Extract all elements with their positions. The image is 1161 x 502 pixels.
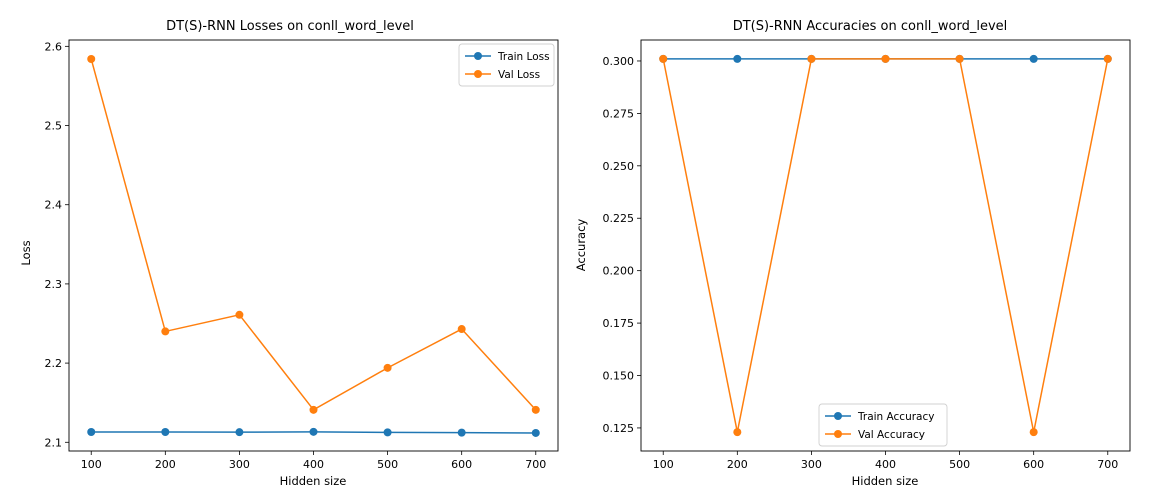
accuracy-xtick-label: 500 <box>949 458 970 471</box>
data-point-train-loss <box>531 428 540 437</box>
accuracy-chart: DT(S)-RNN Accuracies on conll_word_level… <box>574 19 1131 488</box>
accuracy-ytick-label: 0.250 <box>603 160 635 173</box>
legend-label-val-loss: Val Loss <box>498 69 540 81</box>
accuracy-xtick-label: 300 <box>801 458 822 471</box>
loss-xtick-label: 400 <box>303 458 324 471</box>
accuracy-chart-ylabel: Accuracy <box>574 219 588 272</box>
loss-ytick-label: 2.6 <box>45 40 63 53</box>
loss-xtick-label: 700 <box>525 458 546 471</box>
data-point-val-loss <box>457 325 466 334</box>
accuracy-ytick-label: 0.275 <box>603 107 635 120</box>
loss-ytick-label: 2.4 <box>45 199 63 212</box>
data-point-val-accuracy <box>1029 428 1038 437</box>
data-point-val-accuracy <box>733 428 742 437</box>
loss-chart-ylabel: Loss <box>19 240 33 265</box>
data-point-val-accuracy <box>659 54 668 63</box>
loss-ytick-label: 2.3 <box>45 278 63 291</box>
legend-box <box>818 403 948 447</box>
accuracy-ytick-label: 0.150 <box>603 370 635 383</box>
accuracy-ytick-label: 0.125 <box>603 422 635 435</box>
loss-xtick-label: 200 <box>155 458 176 471</box>
data-point-val-loss <box>309 405 318 414</box>
accuracy-xtick-label: 100 <box>653 458 674 471</box>
accuracy-chart-yticks: 0.125 0.150 0.175 0.200 0.225 0.250 0.275 0.300 <box>603 55 641 435</box>
data-point-train-loss <box>457 428 466 437</box>
data-point-val-loss <box>235 310 244 319</box>
loss-chart: DT(S)-RNN Losses on conll_word_level Hid… <box>19 19 559 488</box>
data-point-train-loss <box>383 428 392 437</box>
loss-xtick-label: 300 <box>229 458 250 471</box>
accuracy-chart-xlabel: Hidden size <box>852 474 919 488</box>
legend-box <box>458 43 555 87</box>
legend-label-train-accuracy: Train Accuracy <box>857 411 934 423</box>
legend-label-train-loss: Train Loss <box>497 51 550 63</box>
loss-chart-xticks: 100 200 300 400 500 600 700 <box>81 451 546 471</box>
accuracy-ytick-label: 0.200 <box>603 265 635 278</box>
loss-ytick-label: 2.1 <box>45 436 63 449</box>
data-point-val-loss <box>531 405 540 414</box>
accuracy-xtick-label: 600 <box>1023 458 1044 471</box>
data-point-val-loss <box>87 55 96 64</box>
loss-chart-legend: Train Loss Val Loss <box>458 43 555 87</box>
accuracy-ytick-label: 0.175 <box>603 317 635 330</box>
data-point-val-accuracy <box>1103 54 1112 63</box>
data-point-train-accuracy <box>733 54 742 63</box>
data-point-train-loss <box>235 428 244 437</box>
accuracy-ytick-label: 0.300 <box>603 55 635 68</box>
accuracy-chart-xticks: 100 200 300 400 500 600 700 <box>653 451 1118 471</box>
loss-xtick-label: 600 <box>451 458 472 471</box>
data-point-val-loss <box>383 363 392 372</box>
data-point-val-accuracy <box>807 54 816 63</box>
data-point-val-accuracy <box>881 54 890 63</box>
accuracy-chart-series <box>659 54 1112 437</box>
data-point-train-loss <box>161 427 170 436</box>
loss-chart-title: DT(S)-RNN Losses on conll_word_level <box>166 19 414 34</box>
legend-marker-val-loss <box>474 70 482 78</box>
accuracy-xtick-label: 700 <box>1097 458 1118 471</box>
accuracy-chart-title: DT(S)-RNN Accuracies on conll_word_level <box>733 19 1008 34</box>
data-point-val-loss <box>161 327 170 336</box>
legend-marker-val-accuracy <box>834 430 842 438</box>
accuracy-ytick-label: 0.225 <box>603 212 635 225</box>
accuracy-xtick-label: 400 <box>875 458 896 471</box>
loss-xtick-label: 500 <box>377 458 398 471</box>
loss-chart-xlabel: Hidden size <box>280 474 347 488</box>
legend-label-val-accuracy: Val Accuracy <box>858 429 925 441</box>
loss-ytick-label: 2.5 <box>45 120 63 133</box>
series-line-val-loss <box>90 58 537 411</box>
legend-marker-train-loss <box>474 52 482 60</box>
loss-chart-frame <box>68 39 559 452</box>
accuracy-chart-legend: Train Accuracy Val Accuracy <box>818 403 948 447</box>
accuracy-chart-frame <box>640 39 1131 452</box>
legend-marker-train-accuracy <box>834 412 842 420</box>
loss-xtick-label: 100 <box>81 458 102 471</box>
data-point-train-loss <box>309 427 318 436</box>
series-line-val-accuracy <box>662 58 1109 433</box>
loss-chart-yticks: 2.1 2.2 2.3 2.4 2.5 2.6 <box>45 40 69 449</box>
accuracy-xtick-label: 200 <box>727 458 748 471</box>
data-point-train-loss <box>87 427 96 436</box>
data-point-val-accuracy <box>955 54 964 63</box>
loss-chart-series <box>87 55 540 437</box>
loss-ytick-label: 2.2 <box>45 357 63 370</box>
data-point-train-accuracy <box>1029 54 1038 63</box>
